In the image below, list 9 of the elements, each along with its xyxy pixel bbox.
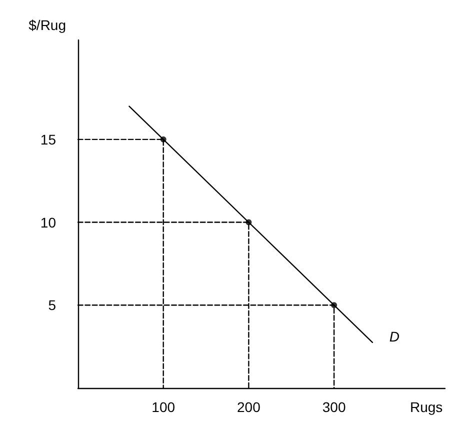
y-tick-label: 15 (40, 131, 56, 148)
y-tick-label: 10 (40, 214, 56, 230)
annotation: D (389, 328, 400, 344)
y-axis-title: $/Rug (28, 17, 66, 33)
x-axis-title: Rugs (410, 399, 443, 415)
x-tick-label: 300 (322, 399, 346, 415)
x-tick-label: 200 (237, 399, 261, 415)
y-tick-label: 5 (48, 297, 56, 314)
x-tick-label: 100 (152, 399, 176, 415)
